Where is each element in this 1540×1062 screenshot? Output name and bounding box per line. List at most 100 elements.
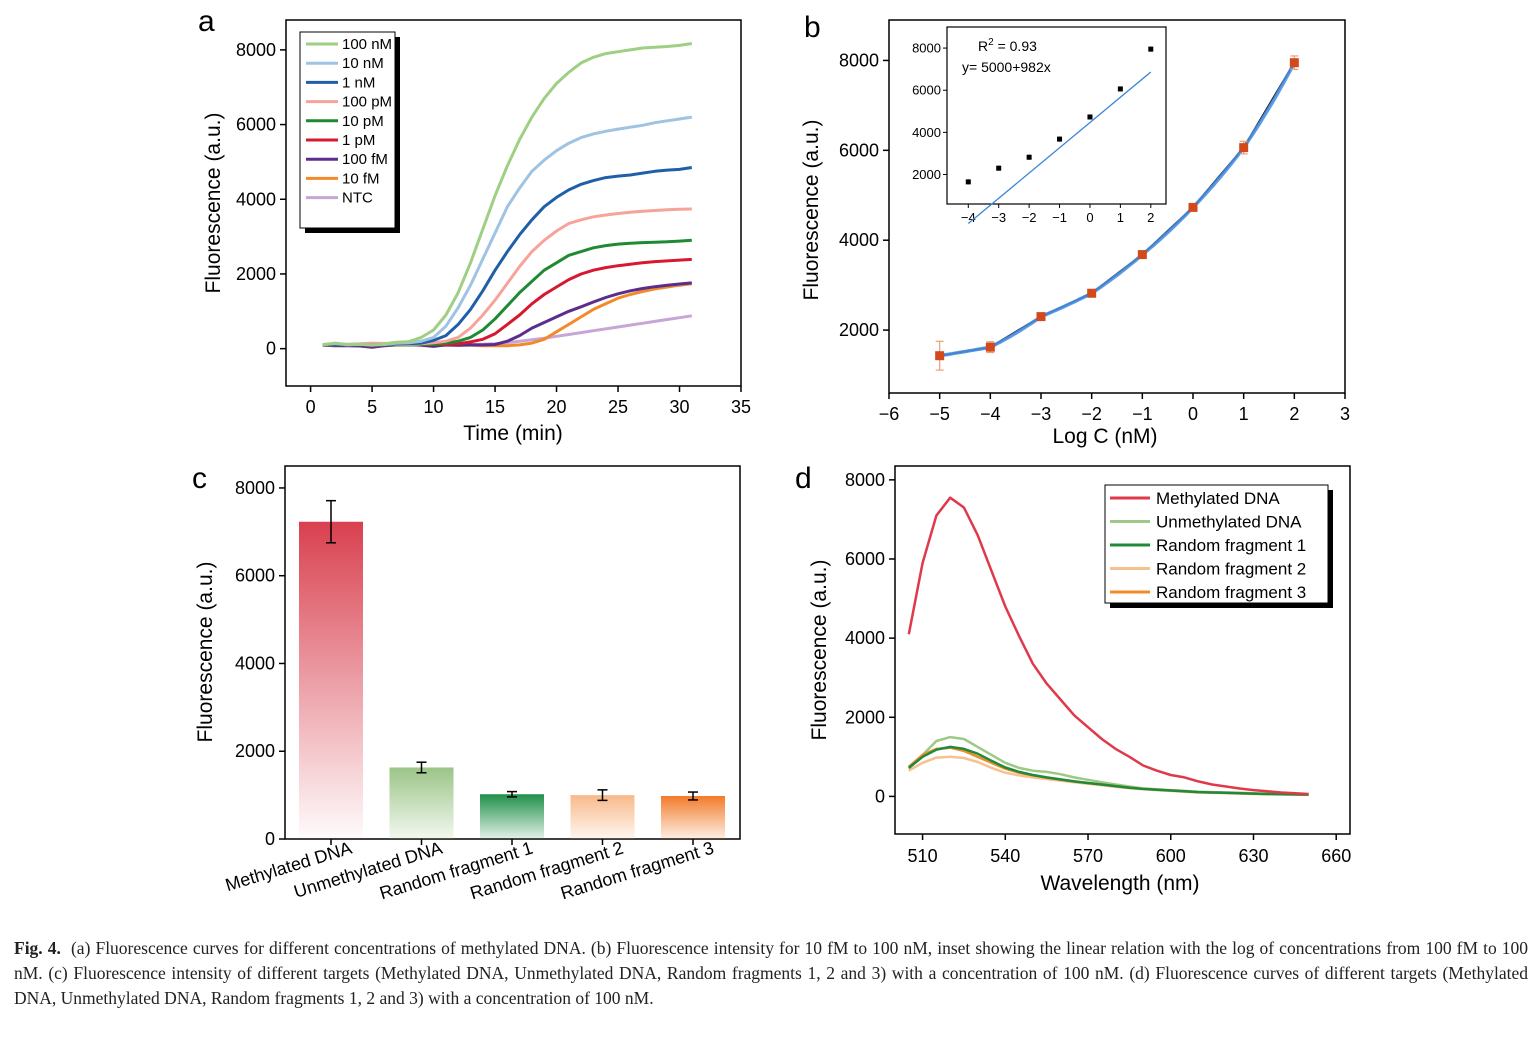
panel-b-xtick-label: −1 (1132, 404, 1153, 424)
panel-b-label: b (804, 11, 821, 44)
panel-b-inset-xtick-label: −1 (1052, 210, 1067, 225)
caption-lead: Fig. 4. (14, 938, 61, 958)
panel-b-inset-xtick-label: 0 (1086, 210, 1093, 225)
panel-c-bars (299, 499, 725, 839)
panel-c-label: c (192, 462, 207, 495)
panel-b-xtick-label: −2 (1081, 404, 1102, 424)
panel-b-xtick-label: 0 (1188, 404, 1198, 424)
panel-a-legend-label: 10 pM (342, 113, 384, 130)
panel-b-point (1289, 58, 1299, 68)
panel-d-ytick-label: 4000 (845, 628, 885, 648)
panel-a-legend-label: 100 fM (342, 151, 388, 168)
panel-b-point (1239, 143, 1249, 153)
panel-b-inset-point (965, 179, 971, 185)
panel-a-xlabel: Time (min) (463, 422, 563, 445)
panel-d-xtick-label: 630 (1238, 846, 1268, 866)
panel-b-xtick-label: −3 (1031, 404, 1052, 424)
panel-a-plot-frame (285, 19, 742, 387)
panel-a-label: a (198, 5, 215, 38)
panel-b-inset-series (965, 46, 1154, 225)
caption-text: (a) Fluorescence curves for different co… (14, 938, 1529, 1008)
panel-c-bar (389, 767, 454, 839)
panel-a-ytick-label: 4000 (236, 189, 276, 209)
panel-c-ytick-label: 2000 (235, 741, 275, 761)
panel-c-category-label: Random fragment 3 (558, 838, 716, 904)
panel-b-inset-ytick-label: 2000 (912, 167, 941, 182)
panel-b-inset-ytick-label: 6000 (912, 83, 941, 98)
panel-c-bar (570, 795, 635, 839)
panel-b-inset-point (1026, 154, 1032, 160)
panel-d-series (907, 496, 1309, 797)
panel-d-ytick-label: 6000 (845, 549, 885, 569)
panel-b-inset-xtick-label: −3 (991, 210, 1006, 225)
panel-a-ytick-label: 8000 (236, 40, 276, 60)
panel-b-point (1137, 250, 1147, 260)
panel-d-xtick-label: 510 (908, 846, 938, 866)
panel-b-xlabel: Log C (nM) (1052, 425, 1157, 448)
panel-a: a 0 5 10 15 20 25 30 35 0 2000 4000 6000 8000 100 nM… (198, 5, 751, 445)
panel-b-point (1036, 312, 1046, 322)
panel-b-xtick-label: 3 (1340, 404, 1350, 424)
panel-b-inset-point (996, 165, 1002, 171)
panel-b-ytick-label: 2000 (839, 320, 879, 340)
panel-d-ticks: 510 540 570 600 630 660 0 2000 4000 6000 8000 (845, 470, 1351, 866)
panel-a-series (322, 42, 693, 349)
panel-d-label: d (795, 462, 812, 495)
figure-caption: Fig. 4. (a) Fluorescence curves for diff… (14, 936, 1528, 1011)
panel-b: b −6 −5 −4 −3 −2 −1 0 1 2 3 2000 4000 6000 8000 −4 −3 −… (800, 11, 1350, 448)
panel-b-xtick-label: −4 (980, 404, 1001, 424)
panel-d: d 510 540 570 600 630 660 0 2000 4000 6000 8000 Me… (795, 462, 1351, 895)
panel-b-inset-xtick-label: −2 (1022, 210, 1037, 225)
panel-d-ylabel: Fluorescence (a.u.) (808, 560, 831, 741)
panel-a-legend-label: 10 fM (342, 170, 380, 187)
panel-a-series-line (322, 257, 692, 347)
panel-b-inset-fit-line (967, 71, 1152, 225)
panel-d-ytick-label: 2000 (845, 707, 885, 727)
panel-d-xtick-label: 600 (1156, 846, 1186, 866)
panel-d-legend-label: Unmethylated DNA (1156, 513, 1302, 532)
panel-a-legend-label: 1 pM (342, 132, 375, 149)
panel-d-series-line (907, 496, 1309, 796)
panel-a-xtick-label: 5 (367, 397, 377, 417)
panel-a-legend: 100 nM 10 nM 1 nM 100 pM 10 pM 1 pM 100 fM 10 f… (299, 31, 400, 233)
panel-b-ytick-label: 4000 (839, 230, 879, 250)
panel-a-legend-label: NTC (342, 190, 373, 207)
panel-b-inset-point (1057, 136, 1063, 142)
panel-b-fit-curve (939, 61, 1296, 358)
panel-b-point (985, 342, 995, 352)
panel-a-xtick-label: 15 (485, 397, 505, 417)
panel-b-ylabel: Fluorescence (a.u.) (800, 120, 823, 301)
panel-a-ylabel: Fluorescence (a.u.) (202, 113, 225, 294)
panel-b-xtick-label: 2 (1289, 404, 1299, 424)
panel-c-bar (299, 521, 363, 839)
panel-a-ticks: 0 5 10 15 20 25 30 35 0 2000 4000 6000 8000 (236, 40, 751, 417)
panel-c: c 0 2000 4000 6000 8000 Methylated DNAUnmeth… (192, 462, 741, 904)
panel-a-legend-label: 100 nM (342, 36, 392, 53)
panel-d-ytick-label: 8000 (845, 470, 885, 490)
panel-d-legend: Methylated DNA Unmethylated DNA Random fra… (1104, 484, 1333, 608)
panel-c-ticks: 0 2000 4000 6000 8000 (235, 478, 285, 849)
panel-b-point (1188, 202, 1198, 212)
panel-c-bar (661, 795, 725, 839)
panel-d-xtick-label: 540 (990, 846, 1020, 866)
panel-b-point (935, 351, 945, 361)
panel-a-xtick-label: 0 (306, 397, 316, 417)
panel-b-inset-xtick-label: 1 (1117, 210, 1124, 225)
panel-a-xtick-label: 30 (669, 397, 689, 417)
panel-d-legend-label: Random fragment 2 (1156, 560, 1306, 579)
panel-a-series-line (322, 42, 693, 347)
panel-b-inset-r2: R2 = 0.93 (978, 37, 1037, 54)
panel-d-legend-label: Random fragment 3 (1156, 583, 1306, 602)
panel-a-ytick-label: 2000 (236, 264, 276, 284)
panel-d-ytick-label: 0 (875, 786, 885, 806)
panel-d-series-line (907, 746, 1309, 796)
panel-c-ytick-label: 0 (265, 829, 275, 849)
panel-a-xtick-label: 35 (731, 397, 751, 417)
panel-a-xtick-label: 20 (547, 397, 567, 417)
panel-c-bar (480, 794, 544, 839)
panel-b-point (1087, 288, 1097, 298)
panel-d-legend-label: Methylated DNA (1156, 489, 1280, 508)
